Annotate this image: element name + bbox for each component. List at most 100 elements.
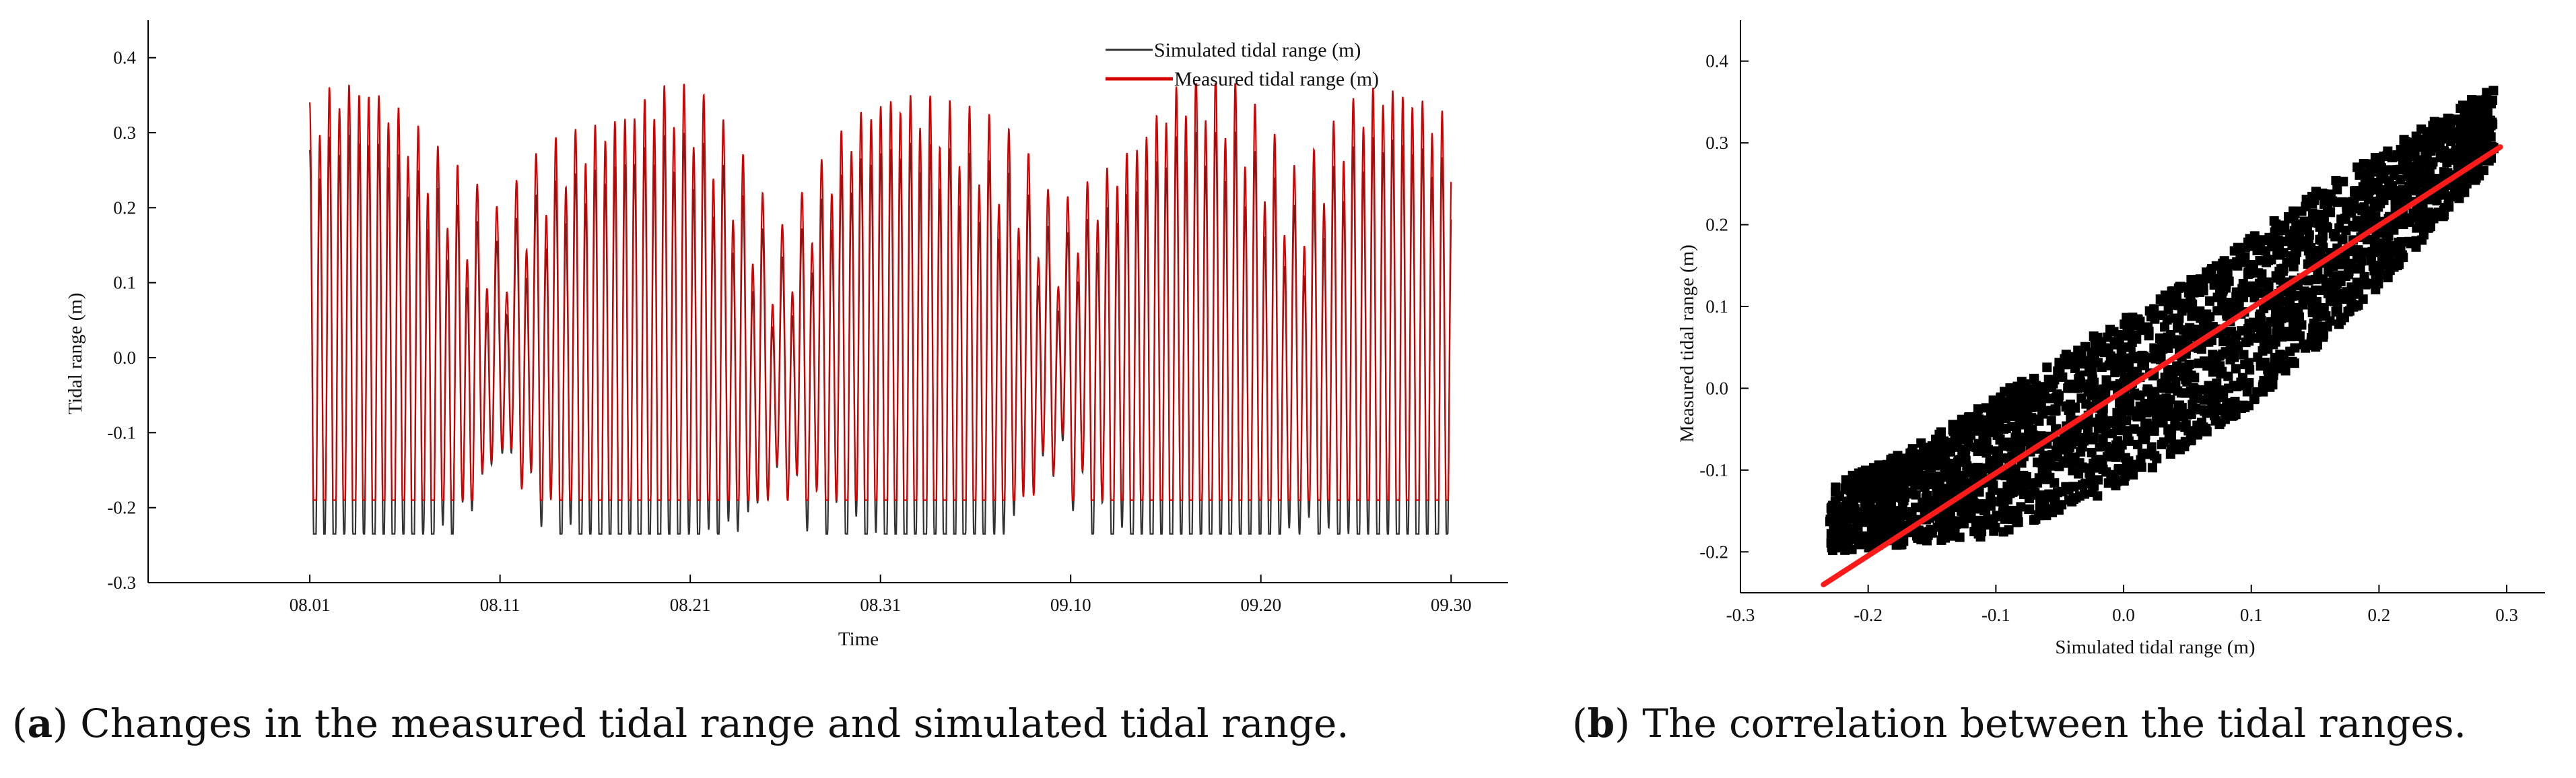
scatter-point: [2045, 461, 2056, 471]
scatter-point: [2103, 478, 2113, 488]
scatter-point: [2235, 250, 2245, 260]
scatter-point: [2218, 286, 2228, 296]
scatter-point: [2091, 455, 2101, 465]
scatter-point: [1897, 521, 1907, 531]
x-tick-label: -0.3: [1726, 605, 1755, 625]
scatter-point: [2287, 311, 2297, 321]
x-tick-label: 08.31: [860, 595, 901, 615]
scatter-point: [2136, 426, 2146, 436]
scatter-point: [2245, 241, 2255, 251]
scatter-point: [2075, 370, 2085, 381]
scatter-point: [2019, 390, 2029, 400]
scatter-point: [1972, 412, 1982, 422]
scatter-point: [2259, 342, 2269, 352]
scatter-point: [2429, 117, 2439, 127]
scatter-point: [2231, 339, 2241, 348]
scatter-point: [1958, 434, 1968, 444]
scatter-point: [2451, 148, 2461, 158]
scatter-point: [2076, 447, 2086, 457]
scatter-point: [2062, 445, 2072, 455]
scatter-point: [2466, 110, 2476, 120]
scatter-point: [1995, 435, 2005, 445]
y-tick-label: 0.1: [113, 273, 136, 293]
scatter-point: [2049, 478, 2060, 488]
scatter-point: [2414, 216, 2425, 226]
scatter-point: [1852, 523, 1862, 533]
scatter-point: [1891, 540, 1901, 550]
scatter-point: [2070, 402, 2080, 412]
scatter-point: [2016, 484, 2026, 494]
scatter-point: [2245, 365, 2255, 375]
scatter-point: [1872, 522, 1882, 532]
scatter-point: [2227, 327, 2237, 337]
scatter-point: [2054, 461, 2064, 472]
scatter-point: [2031, 402, 2041, 412]
scatter-point: [2239, 350, 2249, 360]
scatter-point: [2153, 401, 2163, 411]
scatter-point: [2052, 393, 2062, 402]
scatter-point: [2034, 416, 2044, 426]
scatter-point: [2150, 451, 2160, 461]
scatter-point: [1999, 489, 2009, 499]
scatter-point: [2024, 478, 2034, 488]
scatter-point: [2064, 495, 2074, 505]
scatter-point: [1950, 433, 1960, 443]
scatter-point: [2303, 339, 2313, 350]
scatter-point: [2113, 329, 2124, 339]
scatter-point: [2278, 263, 2289, 273]
scatter-point: [2346, 282, 2357, 292]
scatter-point: [2069, 482, 2079, 492]
scatter-point: [2262, 326, 2272, 336]
scatter-point: [2187, 311, 2197, 321]
scatter-point: [2406, 238, 2416, 249]
scatter-point: [2046, 416, 2056, 426]
scatter-point: [2471, 173, 2481, 183]
scatter-point: [1985, 459, 1995, 469]
scatter-point: [2217, 261, 2227, 271]
scatter-point: [2271, 309, 2280, 319]
scatter-point: [1922, 490, 1932, 500]
scatter-point: [2142, 418, 2152, 428]
scatter-point: [1959, 511, 1969, 521]
scatter-point: [2423, 223, 2433, 233]
scatter-point: [2316, 235, 2326, 245]
scatter-point: [2237, 284, 2247, 294]
scatter-point: [2310, 274, 2320, 284]
time-series-y-axis-title: Tidal range (m): [65, 293, 86, 415]
scatter-point: [2072, 426, 2082, 436]
x-tick-label: 08.11: [480, 595, 520, 615]
scatter-point: [2280, 361, 2291, 371]
scatter-point: [2023, 436, 2033, 447]
scatter-point: [2224, 403, 2234, 413]
scatter-point: [2346, 259, 2357, 269]
scatter-point: [2443, 168, 2453, 178]
scatter-point: [2312, 339, 2322, 350]
scatter-point: [1885, 495, 1895, 505]
regression-fit-line: [1821, 144, 2503, 587]
scatter-point: [1862, 502, 1872, 512]
x-tick-label: 0.2: [2368, 605, 2391, 625]
x-tick-label: 08.21: [670, 595, 711, 615]
y-tick-label: 0.2: [1705, 215, 1728, 235]
scatter-point: [2087, 479, 2097, 489]
scatter-point: [2223, 276, 2233, 286]
scatter-point: [1965, 501, 1975, 511]
scatter-point: [2285, 294, 2295, 304]
time-series-x-axis-title: Time: [838, 628, 879, 650]
scatter-point: [2280, 221, 2290, 230]
scatter-point: [2344, 197, 2354, 207]
scatter-point: [2390, 186, 2400, 196]
correlation-x-axis-title: Simulated tidal range (m): [2055, 637, 2255, 658]
scatter-point: [1837, 542, 1848, 552]
y-tick-label: -0.2: [1699, 542, 1728, 562]
scatter-point: [2337, 294, 2347, 304]
scatter-point: [2106, 469, 2116, 480]
scatter-point: [2194, 358, 2204, 368]
scatter-point: [2471, 95, 2481, 105]
scatter-point: [1860, 482, 1870, 492]
scatter-point: [2348, 302, 2359, 312]
scatter-point: [2366, 207, 2376, 217]
scatter-point: [2408, 147, 2418, 157]
time-series-legend: Simulated tidal range (m) Measured tidal…: [1106, 39, 1379, 90]
scatter-point: [2462, 133, 2472, 143]
